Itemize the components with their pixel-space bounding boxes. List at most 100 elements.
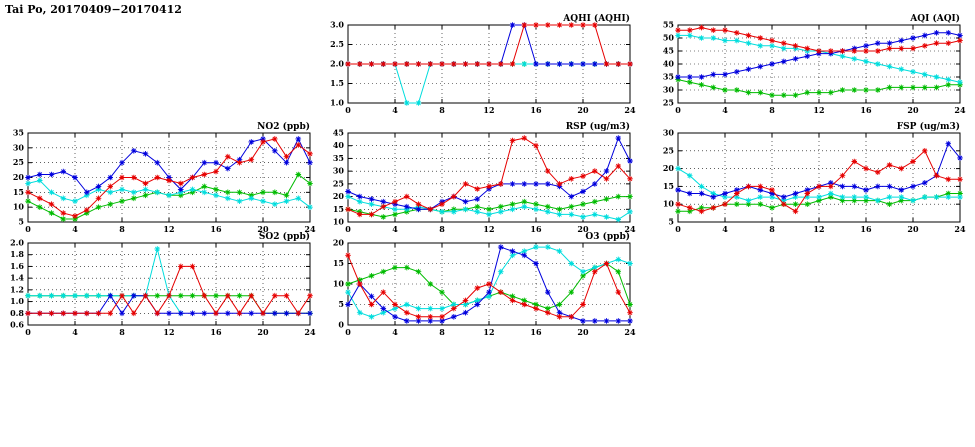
y-tick-label: 1.4	[10, 273, 24, 283]
y-tick-label: 20	[663, 163, 675, 173]
y-tick-label: 0.6	[10, 320, 24, 330]
series-line-red	[28, 265, 311, 315]
y-tick-label: 15	[333, 258, 344, 268]
series-markers-cyan	[675, 165, 963, 204]
y-tick-label: 55	[663, 20, 674, 30]
series-markers-green	[675, 190, 963, 215]
x-tick-label: 12	[813, 224, 824, 234]
y-tick-label: 10	[13, 202, 25, 212]
x-tick-label: 0	[345, 105, 351, 115]
y-tick-label: 15	[333, 204, 344, 214]
x-tick-label: 0	[25, 327, 31, 337]
x-tick-label: 16	[210, 327, 222, 337]
x-tick-label: 12	[483, 105, 494, 115]
x-tick-label: 24	[624, 105, 636, 115]
y-tick-label: 25	[13, 157, 24, 167]
x-tick-label: 12	[483, 327, 494, 337]
chart-fsp: 5 10 15 20 25 30 0 4 8 12 16 20 24 FSP (ug/m3)	[663, 121, 966, 234]
y-tick-label: 0.8	[10, 308, 24, 318]
x-tick-label: 24	[624, 224, 636, 234]
y-tick-label: 2.0	[10, 238, 24, 248]
series-markers-red	[25, 136, 313, 219]
x-tick-label: 4	[392, 327, 398, 337]
x-tick-label: 20	[577, 105, 589, 115]
x-tick-label: 4	[72, 224, 78, 234]
x-tick-label: 24	[624, 327, 636, 337]
chart-title: RSP (ug/m3)	[566, 121, 630, 132]
x-tick-label: 24	[304, 224, 316, 234]
y-tick-label: 25	[663, 145, 674, 155]
y-tick-label: 0	[338, 320, 344, 330]
series-line-cyan	[678, 34, 961, 83]
y-tick-label: 35	[333, 153, 344, 163]
x-tick-label: 24	[954, 224, 966, 234]
x-tick-label: 4	[72, 327, 78, 337]
chart-title: NO2 (ppb)	[257, 121, 310, 132]
chart-o3: 0 5 10 15 20 0 4 8 12 16 20 24 O3 (ppb)	[333, 231, 636, 337]
y-tick-label: 15	[663, 181, 674, 191]
chart-so2: 0.6 0.8 1.0 1.21.4 1.6 1.82.0 0 4 8 12 16 20 24 SO2 (…	[10, 231, 316, 337]
y-tick-label: 40	[333, 140, 345, 150]
y-tick-label: 30	[663, 85, 675, 95]
y-tick-label: 50	[663, 33, 675, 43]
y-tick-label: 20	[13, 172, 25, 182]
series-markers-red	[675, 148, 963, 215]
x-tick-label: 0	[345, 327, 351, 337]
y-tick-label: 2.5	[330, 39, 344, 49]
chart-title: SO2 (ppb)	[259, 231, 310, 242]
y-tick-label: 1.8	[10, 249, 24, 259]
chart-aqhi: 1.0 1.5 2.0 2.5 3.0 0 4 8 12 16 20 24 AQHI (AQHI)	[330, 13, 636, 115]
series-markers-red	[675, 24, 963, 54]
y-tick-label: 25	[663, 98, 674, 108]
x-tick-label: 20	[257, 327, 269, 337]
plot-frame	[27, 242, 311, 326]
chart-rsp: 10 15 20 25 30 35 40 45 0 4 8 12 16 20 24 RSP (ug/m3)	[333, 121, 636, 234]
x-tick-label: 8	[439, 105, 445, 115]
x-tick-label: 8	[769, 224, 775, 234]
x-tick-label: 0	[345, 224, 351, 234]
y-tick-label: 1.2	[10, 284, 24, 294]
y-tick-label: 15	[13, 187, 24, 197]
x-tick-label: 24	[954, 105, 966, 115]
y-tick-label: 1.0	[330, 98, 344, 108]
y-tick-label: 5	[338, 299, 344, 309]
x-tick-label: 0	[675, 224, 681, 234]
y-tick-label: 35	[13, 128, 24, 138]
y-tick-label: 3.0	[330, 20, 344, 30]
x-tick-label: 8	[439, 327, 445, 337]
y-tick-label: 1.6	[10, 261, 24, 271]
chart-title: AQHI (AQHI)	[562, 13, 630, 24]
y-tick-label: 5	[18, 217, 24, 227]
x-tick-label: 16	[860, 105, 872, 115]
x-tick-label: 16	[530, 224, 542, 234]
y-tick-label: 5	[668, 217, 674, 227]
x-tick-label: 12	[813, 105, 824, 115]
y-tick-label: 35	[663, 72, 674, 82]
series-markers-cyan	[25, 246, 184, 317]
series-markers-red	[345, 22, 633, 67]
x-tick-label: 16	[530, 105, 542, 115]
y-tick-label: 30	[13, 142, 25, 152]
y-tick-label: 10	[333, 217, 345, 227]
y-tick-label: 1.5	[330, 78, 344, 88]
x-tick-label: 4	[722, 224, 728, 234]
series-markers-red	[25, 263, 313, 317]
x-tick-label: 20	[907, 105, 919, 115]
series-markers-cyan	[25, 177, 313, 210]
x-tick-label: 8	[119, 327, 125, 337]
x-tick-label: 16	[210, 224, 222, 234]
x-tick-label: 20	[577, 327, 589, 337]
y-tick-label: 45	[663, 46, 674, 56]
x-tick-label: 4	[392, 224, 398, 234]
plot-frame	[677, 24, 961, 104]
series-markers-red	[345, 135, 633, 218]
y-tick-label: 30	[663, 128, 675, 138]
x-tick-label: 16	[860, 224, 872, 234]
x-tick-label: 4	[722, 105, 728, 115]
chart-title: O3 (ppb)	[585, 231, 630, 242]
y-tick-label: 25	[333, 178, 344, 188]
y-tick-label: 20	[333, 191, 345, 201]
x-tick-label: 8	[769, 105, 775, 115]
